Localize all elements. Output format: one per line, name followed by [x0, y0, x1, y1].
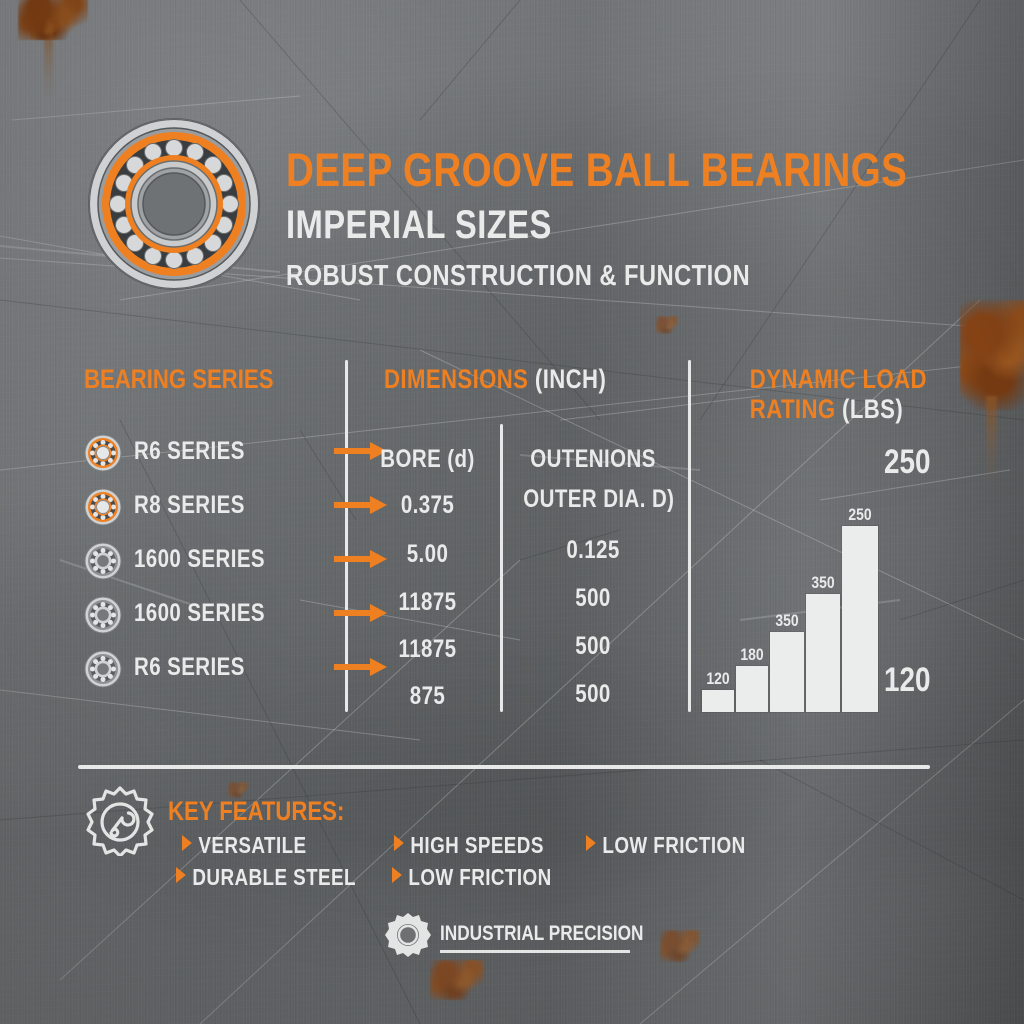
- bore-value: 5.00: [406, 540, 449, 568]
- feature-label: LOW FRICTION: [408, 864, 552, 890]
- gear-icon: [385, 913, 431, 957]
- outer-dia-value: 500: [575, 632, 611, 660]
- feature-label: VERSATILE: [198, 832, 307, 858]
- chart-bar[interactable]: [806, 594, 840, 712]
- footer-underline: [440, 950, 630, 953]
- divider-dimensions-chart: [688, 360, 691, 712]
- arrow-right-icon: [334, 550, 387, 568]
- bullet-triangle-icon: [176, 867, 186, 883]
- bearing-icon-white: [84, 596, 122, 634]
- feature-label: LOW FRICTION: [602, 832, 746, 858]
- bearing-icon-orange: [84, 434, 122, 472]
- feature-item: LOW FRICTION: [586, 832, 746, 858]
- chart-bar[interactable]: [842, 526, 878, 712]
- dimensions-heading-main: DIMENSIONS: [384, 364, 535, 394]
- bore-value: 11875: [398, 588, 457, 616]
- gear-wrench-icon: [86, 786, 154, 856]
- chart-bar[interactable]: [736, 666, 768, 712]
- chart-heading: DYNAMIC LOAD RATING (LBS): [750, 364, 930, 424]
- arrow-right-icon: [334, 604, 387, 622]
- bore-value: 875: [409, 682, 446, 710]
- chart-axis-bottom-label: 120: [884, 661, 931, 699]
- divider-series-dimensions: [345, 360, 348, 712]
- divider-bore-outer: [500, 424, 503, 712]
- feature-item: DURABLE STEEL: [176, 864, 356, 890]
- bar-value-label: 120: [706, 669, 730, 688]
- bearing-icon-white: [84, 650, 122, 688]
- page-title: DEEP GROOVE BALL BEARINGS: [286, 143, 908, 196]
- feature-item: VERSATILE: [182, 832, 307, 858]
- page-subtitle: IMPERIAL SIZES: [286, 203, 552, 247]
- outer-dia-column-header-line1: OUTENIONS: [530, 445, 656, 473]
- bar-chart: 120 180 350 350 250: [700, 440, 880, 712]
- ball-bearing-icon: [88, 118, 260, 290]
- series-label: 1600 SERIES: [134, 545, 266, 573]
- feature-label: DURABLE STEEL: [192, 864, 356, 890]
- bearing-series-heading: BEARING SERIES: [84, 364, 274, 394]
- bullet-triangle-icon: [394, 835, 404, 851]
- chart-axis-top-label: 250: [884, 443, 931, 481]
- chart-heading-unit: (LBS): [842, 394, 904, 424]
- dimensions-heading-unit: (INCH): [534, 364, 607, 394]
- header: DEEP GROOVE BALL BEARINGS IMPERIAL SIZES…: [0, 0, 1024, 330]
- bar-value-label: 350: [811, 573, 835, 592]
- bar-value-label: 180: [740, 645, 764, 664]
- chart-heading-line2-main: RATING: [749, 394, 843, 424]
- series-label: 1600 SERIES: [134, 599, 266, 627]
- dimensions-heading: DIMENSIONS (INCH): [384, 364, 606, 394]
- series-label: R8 SERIES: [134, 491, 245, 519]
- arrow-right-icon: [334, 658, 387, 676]
- arrow-right-icon: [334, 496, 387, 514]
- page-tagline: ROBUST CONSTRUCTION & FUNCTION: [286, 260, 751, 292]
- outer-dia-column-header-line2: OUTER DIA. D): [523, 485, 675, 513]
- series-label: R6 SERIES: [134, 437, 245, 465]
- footer-label: INDUSTRIAL PRECISION: [440, 922, 644, 945]
- chart-bar[interactable]: [702, 690, 734, 712]
- series-label: R6 SERIES: [134, 653, 245, 681]
- arrow-right-icon: [334, 442, 387, 460]
- bullet-triangle-icon: [182, 835, 192, 851]
- outer-dia-value: 0.125: [566, 536, 620, 564]
- chart-heading-line1: DYNAMIC LOAD: [749, 364, 927, 394]
- bar-value-label: 250: [848, 505, 872, 524]
- outer-dia-value: 500: [575, 680, 611, 708]
- bearing-icon-white: [84, 542, 122, 580]
- bullet-triangle-icon: [586, 835, 596, 851]
- bullet-triangle-icon: [392, 867, 402, 883]
- key-features-heading: KEY FEATURES:: [168, 796, 345, 826]
- section-divider: [78, 765, 930, 769]
- chart-bar[interactable]: [770, 632, 804, 712]
- feature-item: LOW FRICTION: [392, 864, 552, 890]
- bore-value: 0.375: [400, 491, 455, 519]
- bore-column-header: BORE (d): [380, 445, 475, 473]
- feature-item: HIGH SPEEDS: [394, 832, 544, 858]
- feature-label: HIGH SPEEDS: [410, 832, 544, 858]
- bore-value: 11875: [398, 635, 457, 663]
- outer-dia-value: 500: [575, 584, 611, 612]
- bar-value-label: 350: [775, 611, 799, 630]
- bearing-icon-orange: [84, 488, 122, 526]
